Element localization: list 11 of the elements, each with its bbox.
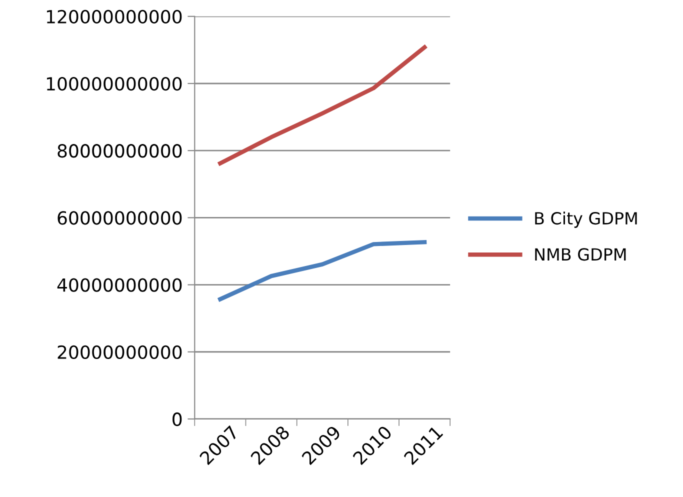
y-tick-label: 80000000000 [58, 144, 182, 158]
legend-label: NMB GDPM [535, 248, 626, 261]
line-series [218, 240, 427, 302]
y-tick-label: 100000000000 [46, 76, 182, 91]
y-tick-label: 20000000000 [58, 345, 182, 359]
y-tick-label: 120000000000 [46, 10, 182, 24]
line-series [218, 45, 427, 166]
y-tick-label: 40000000000 [57, 278, 182, 292]
y-tick-label: 0 [172, 412, 182, 426]
y-tick-label: 60000000000 [58, 211, 182, 225]
legend-label: B City GDPM [535, 212, 637, 228]
